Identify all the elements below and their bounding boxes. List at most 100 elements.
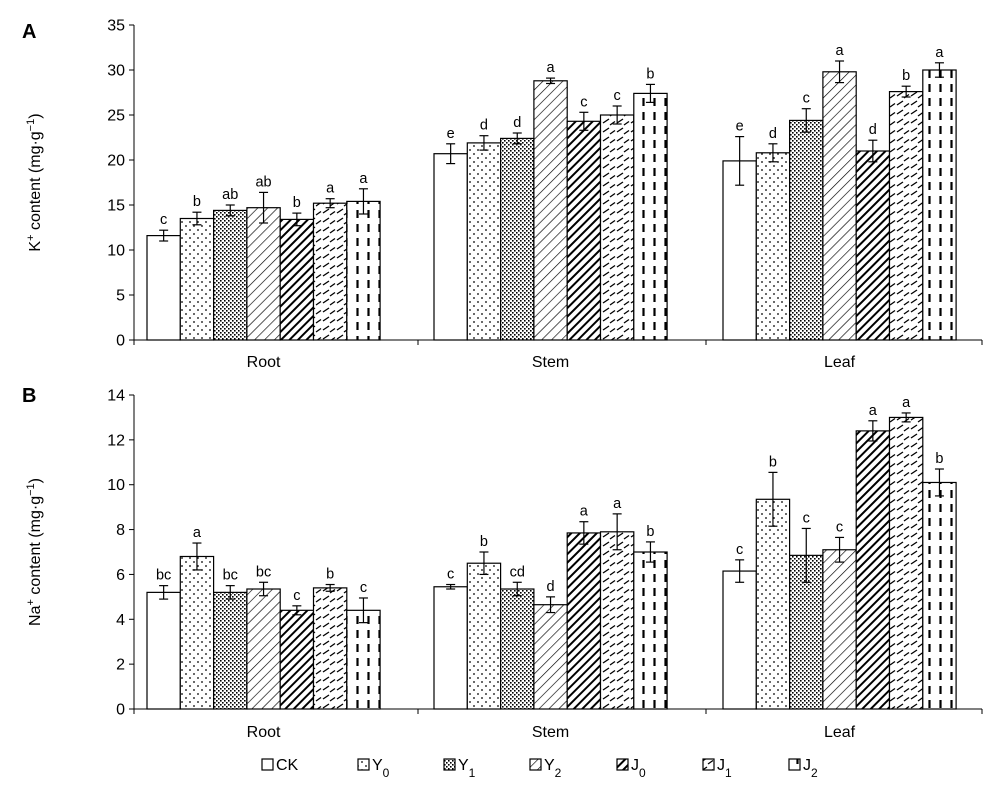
bar-ck-stem [433, 153, 468, 341]
y-tick-label: 8 [116, 522, 125, 539]
significance-letter: d [547, 579, 555, 595]
significance-letter: b [326, 567, 334, 583]
y-tick-label: 10 [107, 477, 125, 494]
significance-letter: d [869, 122, 877, 138]
bar-j0-stem [566, 120, 602, 341]
legend: CK Y0 Y1 Y2 J0 J1 J2 [261, 757, 818, 780]
bar-j0-stem [566, 532, 602, 710]
bar-y2-root [246, 588, 281, 710]
bar-j2-root [346, 609, 381, 710]
y-tick-label: 6 [116, 567, 125, 584]
legend-swatch [443, 758, 456, 771]
legend-swatch [357, 758, 370, 771]
significance-letter: cd [510, 564, 525, 580]
y-tick-label: 14 [107, 388, 125, 405]
significance-letter: bc [156, 568, 171, 584]
bar-y0-stem [466, 562, 502, 710]
legend-label: Y0 [372, 757, 390, 780]
category-label-leaf: Leaf [824, 354, 856, 371]
legend-label: J1 [717, 757, 732, 780]
y-tick-label: 2 [116, 657, 125, 674]
significance-letter: a [580, 504, 589, 520]
significance-letter: b [646, 524, 654, 540]
significance-letter: b [935, 451, 943, 467]
panel-label-a: A [22, 21, 36, 43]
significance-letter: a [869, 403, 878, 419]
bar-y0-root [179, 217, 215, 341]
significance-letter: c [736, 542, 743, 558]
significance-letter: d [769, 126, 777, 142]
bar-y0-root [179, 555, 215, 710]
bar-j2-stem [633, 92, 668, 341]
significance-letter: bc [256, 564, 271, 580]
significance-letter: ab [255, 174, 271, 190]
bar-y2-leaf [822, 71, 857, 341]
legend-label: CK [276, 757, 299, 774]
significance-letter: c [293, 588, 300, 604]
significance-letter: d [513, 115, 521, 131]
bar-ck-root [146, 591, 181, 710]
bar-ck-leaf [722, 570, 757, 710]
legend-swatch [788, 758, 801, 771]
y-tick-label: 35 [107, 18, 125, 35]
bar-j2-root [346, 200, 381, 341]
bar-j1-stem [599, 114, 635, 341]
bar-y1-root [213, 591, 248, 710]
y-tick-label: 4 [116, 612, 125, 629]
y-tick-label: 20 [107, 153, 125, 170]
significance-letter: c [580, 94, 587, 110]
bar-j1-stem [599, 531, 635, 710]
bar-y2-stem [533, 80, 568, 341]
legend-label: J2 [803, 757, 818, 780]
bar-ck-root [146, 235, 181, 341]
bar-y0-leaf [755, 498, 791, 710]
legend-swatch [529, 758, 542, 771]
bar-y2-stem [533, 604, 568, 710]
bar-y0-leaf [755, 152, 791, 341]
significance-letter: bc [223, 568, 238, 584]
bar-y1-stem [500, 137, 535, 341]
category-label-root: Root [247, 354, 281, 371]
significance-letter: b [769, 454, 777, 470]
y-tick-label: 12 [107, 432, 125, 449]
y-tick-label: 10 [107, 243, 125, 260]
significance-letter: b [646, 66, 654, 82]
bar-j2-stem [633, 551, 668, 710]
significance-letter: a [613, 496, 622, 512]
y-axis-label: Na+ content (mg·g−1) [25, 478, 44, 626]
y-tick-label: 30 [107, 63, 125, 80]
panel-label-b: B [22, 385, 36, 407]
significance-letter: b [902, 68, 910, 84]
significance-letter: a [935, 45, 944, 61]
bar-ck-leaf [722, 160, 757, 341]
bar-y1-leaf [788, 119, 824, 341]
bar-y2-root [246, 207, 281, 341]
bar-y0-stem [466, 142, 502, 341]
category-label-stem: Stem [532, 724, 569, 741]
significance-letter: b [480, 534, 488, 550]
significance-letter: c [447, 567, 454, 583]
legend-swatch [702, 758, 715, 771]
bar-j1-leaf [888, 416, 924, 710]
y-tick-label: 5 [116, 288, 125, 305]
bar-ck-stem [433, 586, 468, 710]
legend-label: Y1 [458, 757, 476, 780]
significance-letter: c [803, 510, 810, 526]
significance-letter: c [160, 212, 167, 228]
bar-j1-root [312, 587, 348, 710]
significance-letter: a [547, 60, 556, 76]
significance-letter: c [614, 88, 621, 104]
significance-letter: ab [222, 187, 238, 203]
y-tick-label: 0 [116, 702, 125, 719]
category-label-leaf: Leaf [824, 724, 856, 741]
significance-letter: e [447, 126, 455, 142]
bar-j0-root [279, 218, 315, 341]
bar-j2-leaf [922, 481, 957, 710]
category-label-stem: Stem [532, 354, 569, 371]
significance-letter: b [293, 195, 301, 211]
legend-label: J0 [631, 757, 646, 780]
bar-j1-leaf [888, 90, 924, 341]
